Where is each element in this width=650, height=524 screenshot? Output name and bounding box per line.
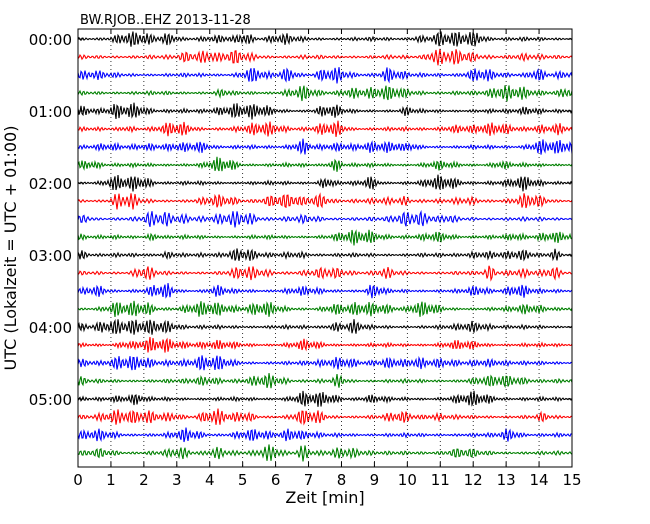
x-tick-label: 12 <box>464 471 483 489</box>
trace-23 <box>77 427 573 443</box>
x-axis-label: Zeit [min] <box>285 488 364 507</box>
trace-7 <box>77 138 573 155</box>
trace-17 <box>77 318 573 335</box>
x-tick-label: 13 <box>497 471 516 489</box>
trace-16 <box>77 300 573 318</box>
trace-10 <box>77 192 573 210</box>
trace-22 <box>77 408 573 426</box>
y-tick-label: 01:00 <box>29 103 72 121</box>
trace-12 <box>77 229 573 246</box>
x-tick-label: 5 <box>238 471 248 489</box>
x-tick-label: 2 <box>139 471 149 489</box>
x-axis: 0 1 2 3 4 5 6 7 8 9 10 11 12 13 14 15 <box>73 29 582 489</box>
x-tick-label: 3 <box>172 471 182 489</box>
trace-8 <box>77 156 573 172</box>
trace-13 <box>77 248 573 262</box>
trace-5 <box>77 102 573 120</box>
x-tick-label: 1 <box>106 471 116 489</box>
x-tick-label: 0 <box>73 471 83 489</box>
trace-19 <box>77 355 573 371</box>
y-tick-label: 00:00 <box>29 31 72 49</box>
trace-14 <box>77 265 573 282</box>
trace-3 <box>77 67 573 84</box>
trace-20 <box>77 373 573 389</box>
y-tick-label: 02:00 <box>29 175 72 193</box>
trace-9 <box>77 174 573 192</box>
trace-21 <box>77 390 573 407</box>
y-tick-label: 04:00 <box>29 319 72 337</box>
x-tick-label: 15 <box>562 471 581 489</box>
y-tick-label: 05:00 <box>29 391 72 409</box>
trace-24 <box>77 444 573 462</box>
x-tick-label: 14 <box>530 471 549 489</box>
y-tick-label: 03:00 <box>29 247 72 265</box>
chart-title: BW.RJOB..EHZ 2013-11-28 <box>80 13 251 28</box>
trace-4 <box>77 85 573 102</box>
x-tick-label: 6 <box>271 471 281 489</box>
trace-6 <box>77 120 573 137</box>
trace-1 <box>77 31 573 47</box>
x-tick-label: 11 <box>431 471 450 489</box>
x-tick-label: 10 <box>398 471 417 489</box>
x-tick-label: 9 <box>370 471 380 489</box>
y-axis-label: UTC (Lokalzeit = UTC + 01:00) <box>1 126 20 371</box>
x-tick-label: 4 <box>205 471 215 489</box>
trace-18 <box>77 336 573 353</box>
trace-2 <box>77 48 573 66</box>
y-axis: 00:00 01:00 02:00 03:00 04:00 05:00 <box>29 31 572 409</box>
x-tick-label: 7 <box>304 471 314 489</box>
plot-frame <box>77 28 573 468</box>
x-tick-label: 8 <box>337 471 347 489</box>
traces-layer <box>77 31 573 462</box>
trace-15 <box>77 283 573 299</box>
trace-11 <box>77 209 573 228</box>
